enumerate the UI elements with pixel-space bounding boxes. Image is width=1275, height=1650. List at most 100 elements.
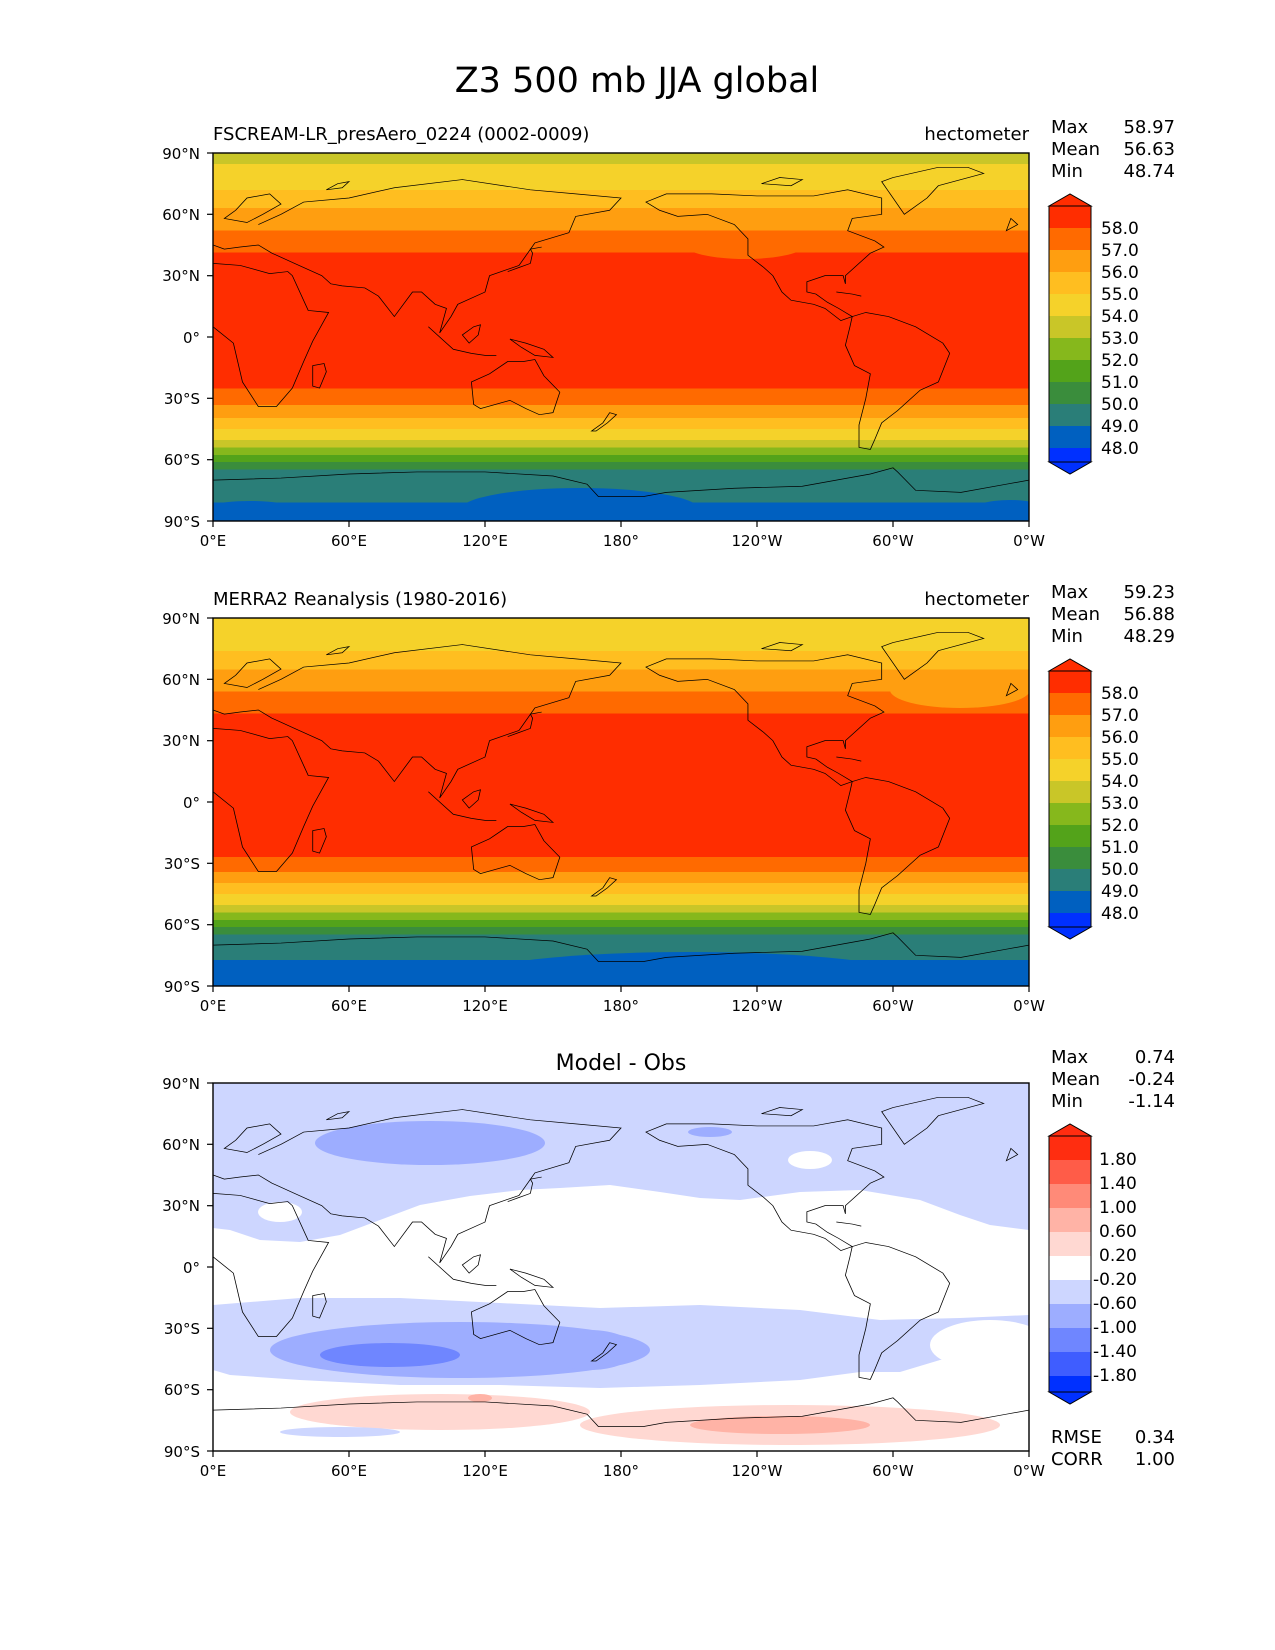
colorbar-tick: 1.40 (1099, 1174, 1137, 1194)
y-tick-label: 90°N (162, 145, 200, 163)
y-axis: 90°N 60°N 30°N 0° 30°S 60°S 90°S (162, 145, 213, 531)
colorbar-tick: 49.0 (1101, 882, 1139, 902)
y-tick-label: 30°N (162, 267, 200, 285)
x-tick-label: 60°E (331, 1462, 367, 1480)
x-tick-label: 0°E (200, 997, 227, 1015)
stat-label-max: Max (1051, 1047, 1089, 1068)
x-tick-label: 120°W (732, 997, 783, 1015)
x-tick-label: 180° (603, 1462, 639, 1480)
x-tick-label: 60°W (872, 1462, 914, 1480)
colorbar-tick: -1.00 (1093, 1318, 1137, 1338)
stat-label-mean: Mean (1051, 1069, 1100, 1090)
y-tick-label: 30°S (164, 390, 200, 408)
colorbar-tick: -0.60 (1093, 1294, 1137, 1314)
y-tick-label: 30°S (164, 1320, 200, 1338)
colorbar: 1.80 1.40 1.00 0.60 0.20 -0.20 -0.60 -1.… (1047, 1123, 1137, 1405)
y-tick-label: 0° (183, 1259, 200, 1277)
map-field-obs (213, 618, 1029, 986)
stat-min: -1.14 (1128, 1091, 1175, 1112)
rmse-value: 0.34 (1135, 1427, 1175, 1448)
x-axis: 0°E 60°E 120°E 180° 120°W 60°W 0°W (200, 1451, 1045, 1480)
y-axis: 90°N 60°N 30°N 0° 30°S 60°S 90°S (162, 1075, 213, 1461)
x-tick-label: 180° (603, 997, 639, 1015)
colorbar-tick: 54.0 (1101, 772, 1139, 792)
x-tick-label: 0°W (1013, 1462, 1045, 1480)
colorbar-tick: 58.0 (1101, 219, 1139, 239)
colorbar-tick: 56.0 (1101, 728, 1139, 748)
stat-mean: 56.88 (1123, 604, 1175, 625)
stat-max: 0.74 (1135, 1047, 1175, 1068)
colorbar-tick: 52.0 (1101, 816, 1139, 836)
stats-box: Max Mean Min 58.97 56.63 48.74 (1051, 117, 1175, 182)
y-tick-label: 30°S (164, 855, 200, 873)
colorbar-tick: 52.0 (1101, 351, 1139, 371)
y-tick-label: 60°N (162, 1136, 200, 1154)
stats-box: Max Mean Min 59.23 56.88 48.29 (1051, 582, 1175, 647)
colorbar-tick: 1.80 (1099, 1150, 1137, 1170)
colorbar: 58.0 57.0 56.0 55.0 54.0 53.0 52.0 51.0 … (1047, 193, 1139, 475)
stat-mean: -0.24 (1128, 1069, 1175, 1090)
colorbar-tick: 57.0 (1101, 706, 1139, 726)
x-tick-label: 0°W (1013, 532, 1045, 550)
y-tick-label: 0° (183, 794, 200, 812)
stat-label-min: Min (1051, 626, 1083, 647)
x-tick-label: 60°W (872, 997, 914, 1015)
x-tick-label: 60°W (872, 532, 914, 550)
diff-stats: RMSE 0.34 CORR 1.00 (1051, 1427, 1175, 1470)
x-tick-label: 120°E (462, 997, 508, 1015)
colorbar-tick: 0.60 (1099, 1222, 1137, 1242)
y-tick-label: 90°N (162, 610, 200, 628)
colorbar-tick: 54.0 (1101, 307, 1139, 327)
x-tick-label: 60°E (331, 997, 367, 1015)
stat-label-min: Min (1051, 1091, 1083, 1112)
panel-diff: Model - Obs (162, 1047, 1175, 1480)
y-tick-label: 90°S (164, 1443, 200, 1461)
colorbar-tick: 57.0 (1101, 241, 1139, 261)
stat-label-mean: Mean (1051, 604, 1100, 625)
y-tick-label: 60°S (164, 1381, 200, 1399)
colorbar: 58.0 57.0 56.0 55.0 54.0 53.0 52.0 51.0 … (1047, 658, 1139, 940)
colorbar-tick: 58.0 (1101, 684, 1139, 704)
stat-label-max: Max (1051, 582, 1089, 603)
x-tick-label: 60°E (331, 532, 367, 550)
stat-label-max: Max (1051, 117, 1089, 138)
x-axis: 0°E 60°E 120°E 180° 120°W 60°W 0°W (200, 521, 1045, 550)
y-tick-label: 90°S (164, 978, 200, 996)
colorbar-tick: 51.0 (1101, 838, 1139, 858)
colorbar-tick: 50.0 (1101, 860, 1139, 880)
stat-label-min: Min (1051, 161, 1083, 182)
panel-left-title: MERRA2 Reanalysis (1980-2016) (213, 589, 507, 610)
x-tick-label: 0°W (1013, 997, 1045, 1015)
stat-min: 48.74 (1123, 161, 1175, 182)
panel-units: hectometer (924, 589, 1029, 610)
stat-min: 48.29 (1123, 626, 1175, 647)
x-tick-label: 120°E (462, 532, 508, 550)
y-tick-label: 0° (183, 329, 200, 347)
stat-max: 58.97 (1123, 117, 1175, 138)
colorbar-tick: 48.0 (1101, 904, 1139, 924)
figure-title: Z3 500 mb JJA global (455, 61, 820, 101)
colorbar-tick: 1.00 (1099, 1198, 1137, 1218)
colorbar-tick: 0.20 (1099, 1246, 1137, 1266)
colorbar-tick: -0.20 (1093, 1270, 1137, 1290)
x-tick-label: 120°W (732, 1462, 783, 1480)
panel-center-title: Model - Obs (556, 1051, 687, 1076)
stat-mean: 56.63 (1123, 139, 1175, 160)
x-axis: 0°E 60°E 120°E 180° 120°W 60°W 0°W (200, 986, 1045, 1015)
corr-label: CORR (1051, 1449, 1103, 1470)
y-tick-label: 60°N (162, 206, 200, 224)
colorbar-tick: 53.0 (1101, 794, 1139, 814)
y-tick-label: 30°N (162, 732, 200, 750)
stat-label-mean: Mean (1051, 139, 1100, 160)
x-tick-label: 120°W (732, 532, 783, 550)
panel-units: hectometer (924, 124, 1029, 145)
x-tick-label: 0°E (200, 532, 227, 550)
y-tick-label: 60°S (164, 451, 200, 469)
colorbar-tick: 55.0 (1101, 285, 1139, 305)
y-tick-label: 90°S (164, 513, 200, 531)
map-field-diff (213, 1083, 1029, 1451)
rmse-label: RMSE (1051, 1427, 1102, 1448)
colorbar-tick: -1.80 (1093, 1366, 1137, 1386)
y-tick-label: 60°N (162, 671, 200, 689)
panel-model: FSCREAM-LR_presAero_0224 (0002-0009) hec… (162, 117, 1175, 550)
